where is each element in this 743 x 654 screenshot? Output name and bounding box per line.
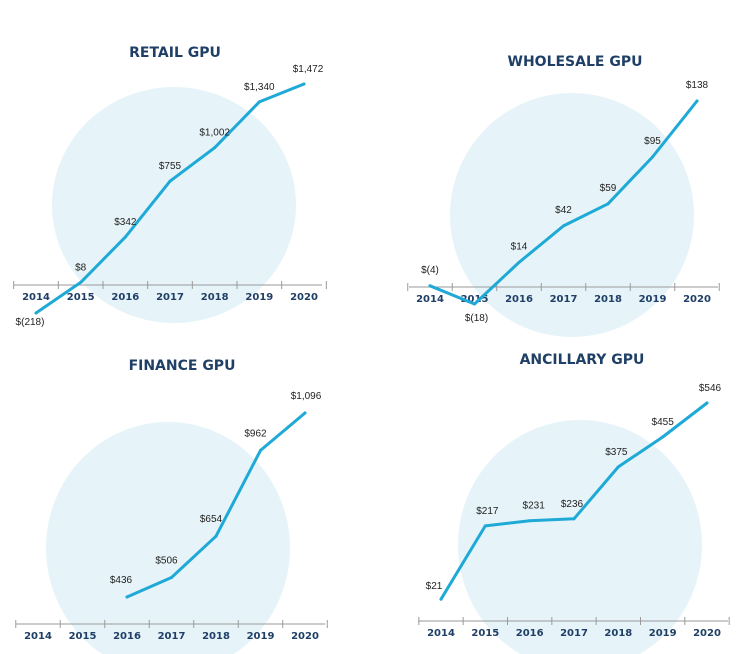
wholesale-data-point xyxy=(428,284,432,288)
retail-tick-label: 2017 xyxy=(156,292,184,303)
ancillary-tick-label: 2014 xyxy=(427,628,455,639)
wholesale-data-label: $42 xyxy=(555,205,572,216)
ancillary-tick-label: 2018 xyxy=(604,628,632,639)
retail-tick-label: 2015 xyxy=(67,292,95,303)
wholesale-background-circle xyxy=(450,93,694,337)
finance-data-label: $506 xyxy=(155,555,178,566)
wholesale-data-point xyxy=(606,202,610,206)
ancillary-background-circle xyxy=(458,420,702,654)
finance-data-label: $654 xyxy=(200,514,223,525)
ancillary-data-label: $236 xyxy=(561,499,584,510)
ancillary-data-point xyxy=(661,435,665,439)
wholesale-tick-label: 2015 xyxy=(461,294,489,305)
retail-data-point xyxy=(123,235,127,239)
ancillary-chart-title: ANCILLARY GPU xyxy=(520,352,645,368)
retail-data-label: $1,472 xyxy=(293,64,324,75)
ancillary-data-point xyxy=(528,519,532,523)
retail-chart-title: RETAIL GPU xyxy=(129,45,221,61)
finance-tick-label: 2017 xyxy=(158,631,186,642)
ancillary-data-label: $231 xyxy=(523,501,546,512)
retail-tick-label: 2020 xyxy=(290,292,318,303)
retail-tick-label: 2018 xyxy=(201,292,229,303)
retail-tick-label: 2019 xyxy=(245,292,273,303)
finance-data-label: $436 xyxy=(110,575,133,586)
ancillary-tick-label: 2015 xyxy=(471,628,499,639)
finance-data-label: $962 xyxy=(244,428,267,439)
ancillary-data-point xyxy=(705,401,709,405)
wholesale-tick-label: 2014 xyxy=(416,294,444,305)
wholesale-tick-label: 2020 xyxy=(683,294,711,305)
retail-tick-label: 2014 xyxy=(22,292,50,303)
retail-data-label: $(218) xyxy=(16,317,45,328)
retail-data-label: $342 xyxy=(114,217,137,228)
ancillary-data-point xyxy=(572,517,576,521)
ancillary-data-label: $21 xyxy=(426,581,443,592)
wholesale-data-point xyxy=(562,224,565,228)
ancillary-data-label: $455 xyxy=(652,417,675,428)
ancillary-data-label: $375 xyxy=(605,447,628,458)
wholesale-data-point xyxy=(651,155,654,159)
ancillary-tick-label: 2016 xyxy=(516,628,544,639)
retail-chart: RETAIL GPU 2014 2015 2016 2017 2018 2019 2020 $(… xyxy=(13,45,327,328)
retail-data-point xyxy=(34,311,38,315)
retail-background-circle xyxy=(52,87,296,323)
wholesale-data-label: $138 xyxy=(686,80,709,91)
retail-data-point xyxy=(302,82,306,86)
finance-data-point xyxy=(170,575,173,579)
finance-tick-label: 2020 xyxy=(291,631,319,642)
finance-tick-label: 2016 xyxy=(113,631,141,642)
wholesale-tick-label: 2018 xyxy=(594,294,622,305)
wholesale-data-label: $(4) xyxy=(421,265,439,276)
retail-data-point xyxy=(257,100,261,104)
retail-data-label: $1,340 xyxy=(244,82,275,93)
wholesale-tick-label: 2016 xyxy=(505,294,533,305)
wholesale-data-label: $95 xyxy=(644,136,661,147)
ancillary-data-point xyxy=(439,597,443,601)
ancillary-chart: ANCILLARY GPU 2014 2015 2016 2017 2018 2019 202… xyxy=(418,352,730,654)
retail-data-label: $8 xyxy=(75,262,87,273)
wholesale-tick-label: 2019 xyxy=(639,294,667,305)
finance-tick-label: 2018 xyxy=(202,631,230,642)
wholesale-chart: WHOLESALE GPU 2014 2015 2016 2017 2018 2019 202… xyxy=(407,54,720,337)
finance-data-point xyxy=(303,411,307,415)
retail-data-point xyxy=(213,146,217,150)
retail-data-label: $1,002 xyxy=(199,128,230,139)
ancillary-data-point xyxy=(483,524,487,528)
ancillary-tick-label: 2017 xyxy=(560,628,588,639)
finance-chart-title: FINANCE GPU xyxy=(129,358,236,374)
retail-data-point xyxy=(168,179,172,183)
retail-data-label: $755 xyxy=(159,161,182,172)
ancillary-tick-label: 2019 xyxy=(649,628,677,639)
ancillary-data-point xyxy=(616,465,620,469)
finance-data-point xyxy=(125,595,129,599)
retail-tick-label: 2016 xyxy=(111,292,139,303)
wholesale-data-point xyxy=(517,260,521,264)
finance-tick-label: 2015 xyxy=(69,631,97,642)
wholesale-data-point xyxy=(695,99,699,103)
finance-tick-label: 2019 xyxy=(247,631,275,642)
retail-data-point xyxy=(79,280,83,284)
finance-chart: FINANCE GPU 2014 2015 2016 2017 2018 2019 2020 $… xyxy=(15,358,328,654)
ancillary-data-label: $217 xyxy=(476,506,499,517)
finance-tick-label: 2014 xyxy=(24,631,52,642)
finance-data-label: $1,096 xyxy=(291,391,322,402)
finance-data-point xyxy=(259,448,262,452)
wholesale-tick-label: 2017 xyxy=(550,294,578,305)
ancillary-data-label: $546 xyxy=(699,383,722,394)
wholesale-chart-title: WHOLESALE GPU xyxy=(508,54,643,70)
wholesale-data-point xyxy=(473,302,476,306)
finance-data-point xyxy=(214,534,218,538)
wholesale-data-label: $59 xyxy=(600,183,617,194)
ancillary-tick-label: 2020 xyxy=(693,628,721,639)
wholesale-data-label: $14 xyxy=(511,241,528,252)
wholesale-data-label: $(18) xyxy=(465,313,488,324)
finance-background-circle xyxy=(46,422,290,654)
